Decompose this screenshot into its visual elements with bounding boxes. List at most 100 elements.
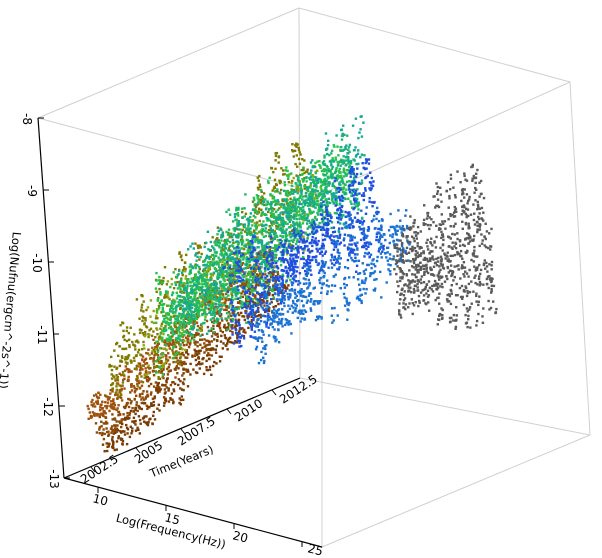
data-point-optical: [247, 244, 250, 247]
cube-edge: [321, 81, 571, 195]
data-point-infrared: [343, 191, 346, 194]
data-point-uv: [267, 326, 270, 329]
data-point-infrared: [301, 222, 305, 225]
data-point-sub-mm: [200, 325, 204, 329]
data-point-infrared: [263, 229, 267, 233]
data-point-optical: [342, 161, 346, 164]
data-point-infrared: [201, 303, 204, 306]
data-point-uv: [294, 234, 297, 237]
data-point-radio-low: [185, 325, 188, 328]
data-point-near-ir: [272, 231, 275, 234]
data-point-optical: [220, 234, 223, 237]
data-point-optical: [315, 218, 318, 221]
data-point-radio-high: [241, 315, 244, 318]
data-point-sub-mm: [152, 321, 156, 325]
data-point-near-ir: [326, 175, 329, 178]
data-point-infrared: [240, 251, 243, 255]
data-point-infrared: [238, 291, 241, 294]
data-point-radio-mid: [120, 425, 123, 429]
data-point-uv: [238, 332, 241, 335]
data-point-infrared: [246, 273, 250, 277]
data-point-infrared: [336, 177, 339, 181]
data-point-near-ir: [178, 334, 181, 338]
data-point-near-ir: [244, 193, 247, 196]
data-point-uv: [329, 214, 332, 217]
data-point-mm: [179, 346, 183, 350]
data-point-sub-mm: [303, 249, 306, 252]
data-point-near-ir: [179, 285, 182, 288]
data-point-radio-mid: [98, 428, 101, 431]
data-point-near-ir: [327, 184, 330, 187]
data-point-uv: [352, 207, 355, 211]
data-point-optical: [220, 228, 223, 232]
data-point-mm: [233, 274, 236, 277]
data-point-optical: [225, 253, 228, 256]
data-point-near-ir: [328, 176, 331, 179]
data-point-radio-low: [143, 358, 147, 362]
data-point-infrared: [197, 286, 200, 289]
data-point-radio-low: [127, 368, 130, 371]
data-point-infrared: [323, 189, 327, 193]
data-point-optical: [218, 310, 222, 314]
data-point-radio-low: [181, 335, 184, 338]
data-point-optical: [263, 200, 266, 204]
data-point-infrared: [188, 333, 192, 336]
data-point-radio-high: [152, 410, 155, 414]
data-point-optical: [260, 257, 263, 260]
data-point-uv: [236, 285, 240, 288]
data-point-optical: [335, 134, 338, 137]
data-point-mm: [184, 267, 187, 271]
data-point-infrared: [293, 196, 296, 199]
data-point-infrared: [322, 168, 326, 171]
data-point-mm: [124, 347, 128, 350]
data-point-infrared: [203, 318, 207, 321]
data-point-radio-high: [132, 420, 136, 423]
data-point-near-ir: [171, 328, 175, 331]
data-point-near-ir: [271, 239, 275, 242]
data-point-mm: [280, 188, 283, 192]
data-point-radio-low: [146, 366, 150, 369]
data-point-radio-low: [178, 342, 181, 346]
data-point-optical: [233, 213, 237, 216]
data-point-mm: [222, 248, 225, 251]
data-point-uv: [253, 267, 256, 270]
data-point-radio-low: [123, 387, 126, 390]
data-point-near-ir: [178, 320, 181, 323]
data-point-near-ir: [277, 200, 280, 204]
data-point-mm: [254, 208, 257, 211]
data-point-radio-low: [215, 296, 219, 299]
data-point-optical: [315, 184, 318, 187]
data-point-radio-high: [182, 368, 185, 371]
data-point-radio-low: [153, 342, 157, 345]
data-point-sub-mm: [155, 308, 159, 311]
data-point-uv: [252, 235, 255, 238]
data-point-optical: [319, 198, 323, 201]
data-point-infrared: [338, 167, 341, 171]
data-point-infrared: [252, 289, 255, 292]
data-point-optical: [229, 253, 232, 257]
data-point-radio-mid: [241, 295, 244, 299]
data-point-near-ir: [185, 322, 188, 325]
data-point-infrared: [235, 209, 238, 212]
data-point-infrared: [210, 298, 213, 301]
data-point-radio-high: [150, 402, 153, 405]
data-point-radio-high: [112, 442, 115, 445]
data-point-uv: [337, 195, 341, 199]
data-point-near-ir: [217, 241, 220, 244]
data-point-infrared: [191, 298, 194, 301]
data-point-infrared: [251, 290, 254, 294]
data-point-mm: [172, 287, 176, 290]
data-point-uv: [284, 289, 287, 293]
data-point-near-ir: [322, 219, 325, 222]
data-point-near-ir: [209, 296, 213, 299]
data-point-radio-high: [115, 448, 118, 451]
data-point-uv: [324, 250, 328, 253]
data-point-radio-high: [147, 405, 150, 409]
data-point-uv: [360, 194, 364, 197]
data-point-mm: [128, 344, 131, 347]
data-point-near-ir: [231, 220, 235, 223]
data-point-near-ir: [349, 162, 353, 165]
data-point-sub-mm: [144, 373, 147, 376]
data-point-infrared: [233, 273, 236, 276]
